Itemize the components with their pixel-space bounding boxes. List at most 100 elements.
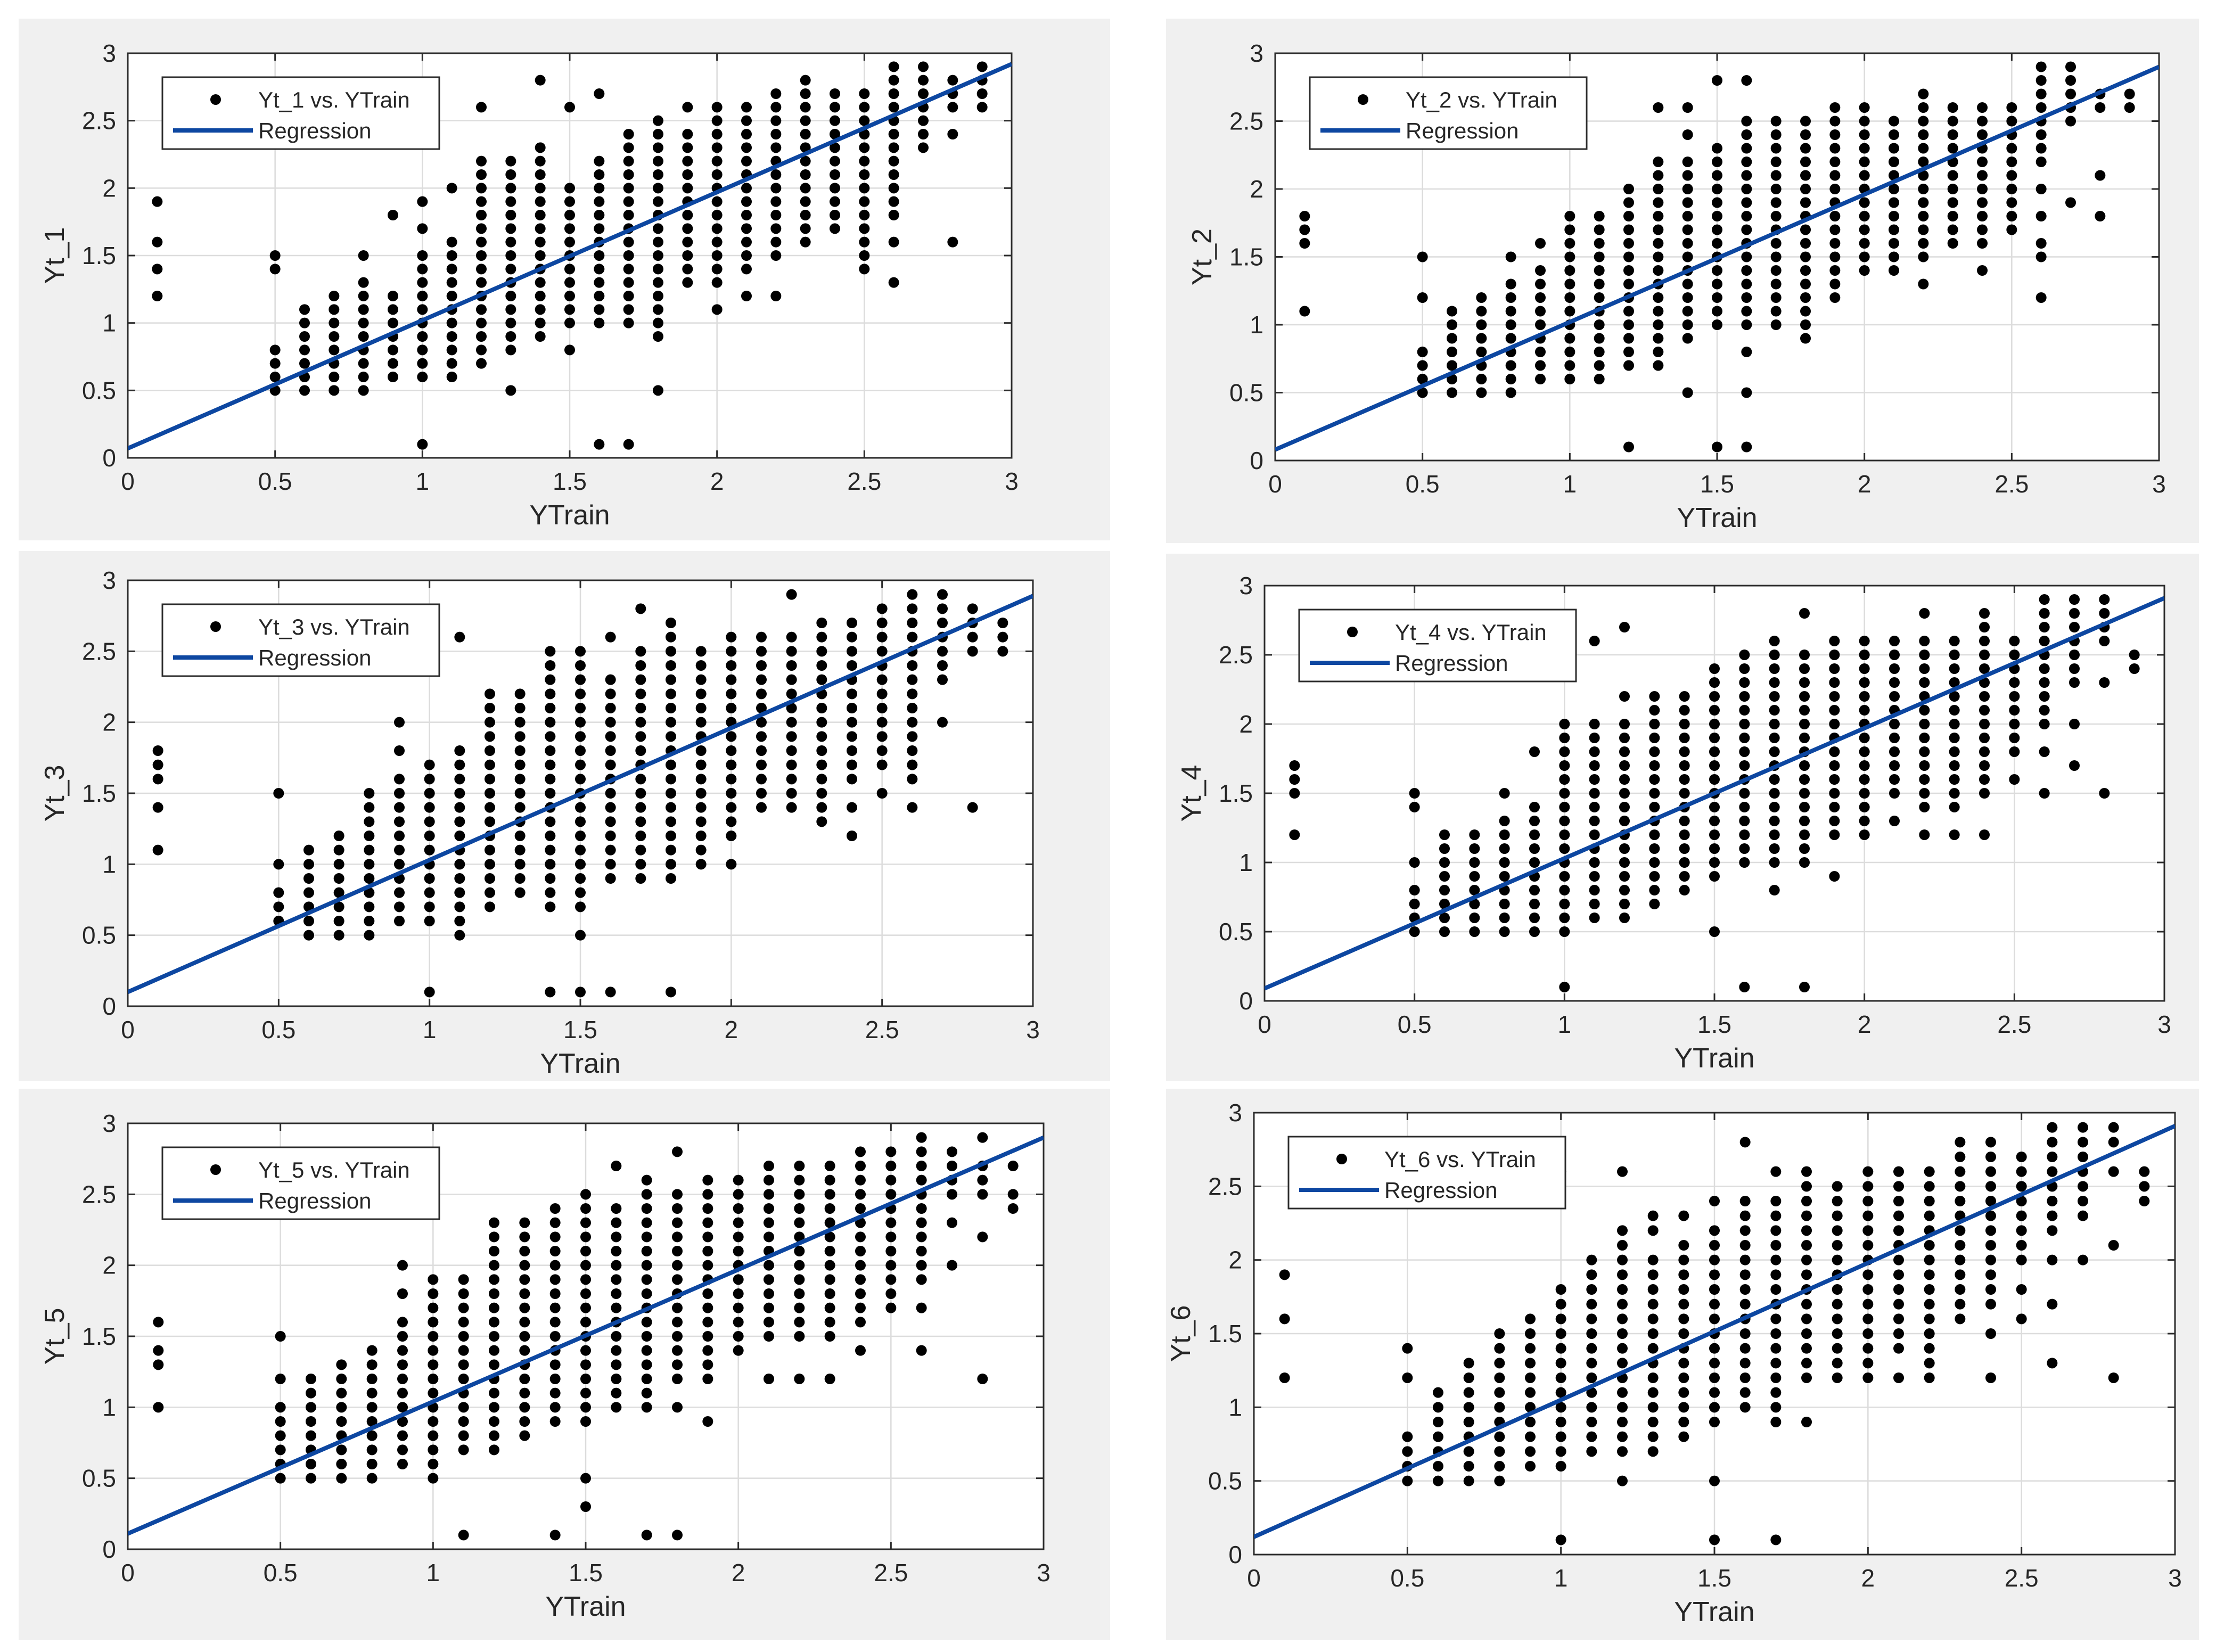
- data-point: [1709, 871, 1720, 882]
- data-point: [1469, 843, 1480, 854]
- data-point: [594, 264, 605, 275]
- data-point: [299, 331, 310, 342]
- data-point: [1586, 1431, 1597, 1442]
- data-point: [2009, 719, 2020, 729]
- data-point: [428, 1416, 439, 1427]
- data-point: [1678, 1417, 1689, 1427]
- data-point: [2006, 184, 2017, 194]
- data-point: [446, 277, 457, 288]
- data-point: [907, 717, 918, 728]
- data-point: [575, 901, 586, 913]
- data-point: [458, 1430, 469, 1441]
- data-point: [1832, 1284, 1843, 1295]
- data-point: [741, 264, 752, 275]
- data-point: [1555, 1446, 1566, 1457]
- data-point: [666, 717, 676, 728]
- data-point: [1619, 816, 1630, 826]
- data-point: [1682, 157, 1693, 167]
- data-point: [1586, 1402, 1597, 1413]
- data-point: [611, 1331, 622, 1342]
- data-point: [916, 1203, 927, 1214]
- data-point: [575, 802, 586, 813]
- data-point: [816, 731, 827, 742]
- data-point: [711, 264, 723, 275]
- data-point: [1770, 1358, 1782, 1369]
- data-point: [1653, 251, 1664, 262]
- data-point: [611, 1274, 622, 1285]
- data-point: [770, 250, 782, 261]
- data-point: [1770, 197, 1782, 208]
- data-point: [2065, 116, 2076, 127]
- data-point: [641, 1402, 652, 1413]
- data-point: [1924, 1298, 1935, 1310]
- data-point: [1494, 1343, 1505, 1354]
- data-point: [726, 745, 737, 756]
- data-point: [580, 1501, 591, 1512]
- data-point: [2078, 1181, 2088, 1192]
- y-tick-label: 2: [1250, 175, 1263, 203]
- data-point: [1829, 251, 1841, 262]
- data-point: [1439, 871, 1450, 882]
- data-point: [1594, 347, 1605, 357]
- data-point: [1799, 788, 1810, 799]
- data-point: [907, 603, 918, 614]
- data-point: [1985, 1137, 1996, 1148]
- data-point: [1859, 129, 1870, 140]
- data-point: [1739, 1210, 1751, 1221]
- data-point: [1679, 871, 1690, 882]
- data-point: [1439, 857, 1450, 868]
- data-point: [695, 717, 707, 728]
- data-point: [2069, 760, 2080, 771]
- legend-label-regression: Regression: [258, 118, 371, 143]
- data-point: [888, 169, 899, 180]
- data-point: [1555, 1372, 1566, 1383]
- data-point: [549, 1302, 561, 1313]
- data-point: [1949, 663, 1960, 674]
- data-point: [2036, 75, 2047, 86]
- y-axis-label: Yt_2: [1187, 228, 1218, 285]
- data-point: [446, 183, 457, 194]
- data-point: [855, 1189, 866, 1200]
- data-point: [1832, 1240, 1843, 1251]
- y-tick-label: 2: [102, 1252, 116, 1279]
- data-point: [859, 155, 870, 167]
- data-point: [1829, 636, 1840, 646]
- data-point: [1617, 1254, 1628, 1265]
- data-point: [336, 1416, 347, 1427]
- data-point: [564, 196, 575, 207]
- data-point: [1889, 251, 1899, 262]
- data-point: [1739, 1196, 1751, 1206]
- legend-box: [161, 76, 440, 150]
- data-point: [329, 331, 340, 342]
- data-point: [446, 344, 457, 356]
- data-point: [489, 1217, 499, 1228]
- data-point: [1586, 1328, 1597, 1339]
- data-point: [519, 1387, 530, 1399]
- data-point: [417, 223, 428, 234]
- data-point: [1709, 1225, 1720, 1236]
- data-point: [666, 831, 676, 841]
- data-point: [1463, 1358, 1474, 1369]
- data-point: [605, 688, 616, 700]
- data-point: [770, 210, 782, 220]
- data-point: [580, 1260, 591, 1271]
- data-point: [824, 1260, 835, 1271]
- data-point: [786, 788, 797, 799]
- y-tick-label: 2.5: [1219, 641, 1253, 669]
- data-point: [847, 831, 857, 841]
- data-point: [1985, 1196, 1996, 1206]
- data-point: [2036, 292, 2047, 303]
- data-point: [800, 210, 811, 220]
- data-point: [764, 1331, 774, 1342]
- data-point: [855, 1345, 866, 1356]
- data-point: [1647, 1431, 1659, 1442]
- data-point: [695, 859, 707, 870]
- data-point: [1977, 184, 1988, 194]
- data-point: [1949, 719, 1960, 729]
- data-point: [816, 788, 827, 799]
- data-point: [306, 1416, 316, 1427]
- data-point: [1889, 129, 1899, 140]
- data-point: [764, 1288, 774, 1299]
- data-point: [1801, 1181, 1812, 1192]
